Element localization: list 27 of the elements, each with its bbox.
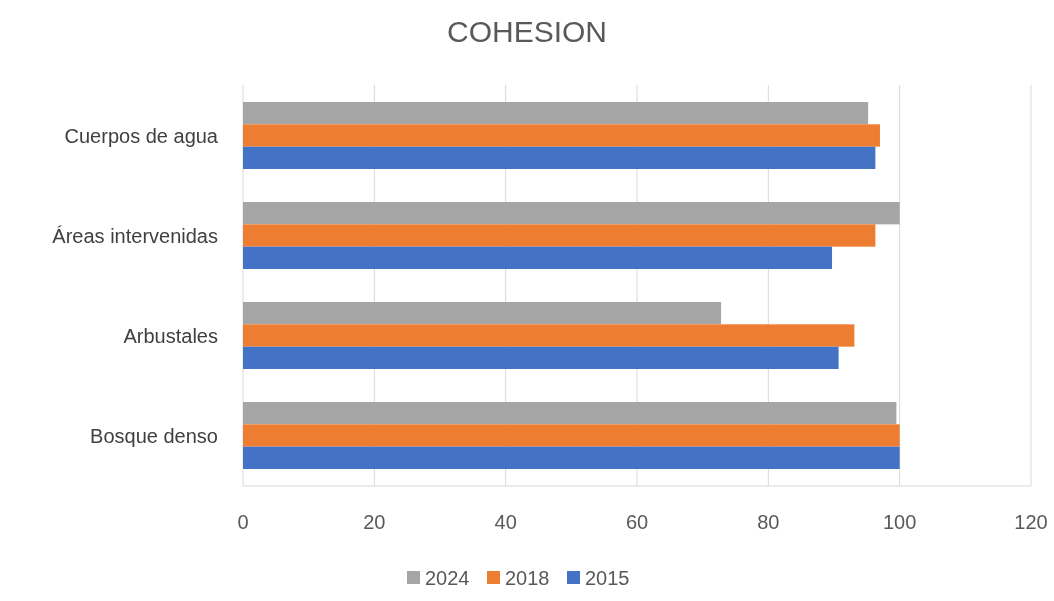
bar — [243, 402, 897, 425]
bar — [243, 202, 900, 225]
x-tick-label: 60 — [625, 511, 649, 533]
legend-label: 2015 — [585, 566, 630, 589]
y-tick-label: Cuerpos de agua — [64, 124, 219, 147]
x-tick-label: 100 — [882, 511, 917, 533]
legend-label: 2018 — [505, 566, 550, 589]
y-tick-label: Arbustales — [123, 324, 218, 347]
x-tick-label: 0 — [237, 511, 249, 533]
x-tick-label: 40 — [494, 511, 517, 533]
bar — [243, 224, 876, 247]
x-tick-label: 120 — [1014, 511, 1048, 533]
x-tick-label: 80 — [757, 511, 780, 533]
y-tick-label: Bosque denso — [90, 424, 218, 447]
y-tick-label: Áreas intervenidas — [52, 224, 218, 247]
bar — [243, 102, 869, 125]
x-tick-label: 20 — [363, 511, 386, 533]
bar — [243, 324, 855, 347]
bar — [243, 424, 900, 447]
bar — [243, 246, 833, 269]
bar — [243, 146, 876, 169]
chart-title: COHESION — [446, 15, 608, 48]
bar — [243, 124, 880, 147]
legend-label: 2024 — [425, 566, 470, 589]
bar — [243, 346, 839, 369]
bar — [243, 302, 722, 325]
bar — [243, 446, 900, 469]
